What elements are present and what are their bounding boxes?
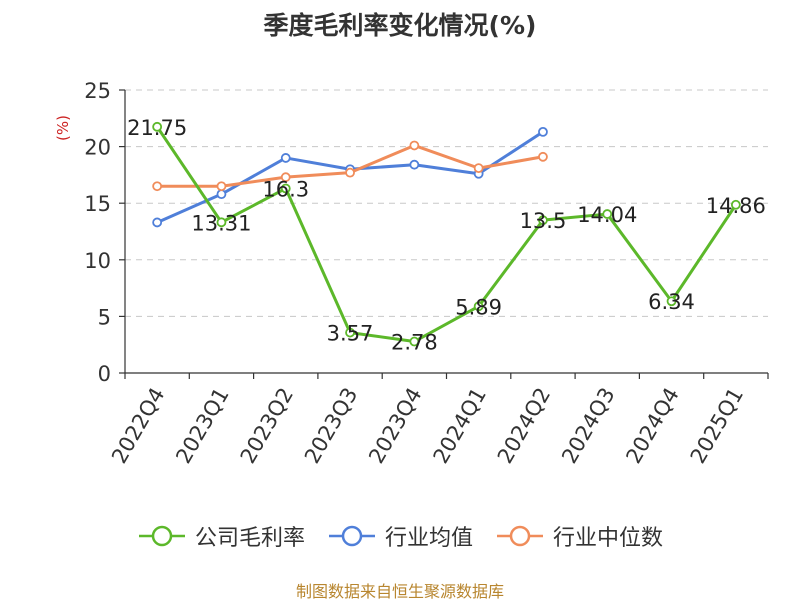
- data-label: 13.31: [191, 211, 251, 235]
- data-point: [538, 126, 548, 137]
- data-point: [152, 181, 163, 192]
- legend-label: 行业均值: [384, 526, 473, 551]
- data-point: [345, 167, 355, 178]
- y-axis-label: (%): [54, 115, 72, 141]
- data-point: [345, 327, 355, 338]
- data-label: 14.86: [706, 194, 766, 218]
- chart-title: 季度毛利率变化情况(%): [263, 11, 537, 40]
- x-tick-label: 2023Q3: [300, 384, 362, 468]
- data-point: [409, 336, 420, 347]
- data-point: [409, 140, 420, 151]
- data-point: [216, 189, 227, 200]
- data-point: [216, 181, 227, 192]
- x-tick-label: 2023Q4: [364, 384, 426, 468]
- data-point: [152, 217, 163, 228]
- label-layer: 21.75 13.31 16.3 3.57 2.78 5.89 13.5 14.04 6.34 1…: [127, 116, 766, 355]
- data-label: 21.75: [127, 116, 187, 140]
- data-label: 3.57: [327, 322, 374, 346]
- data-point: [152, 121, 163, 132]
- data-label: 16.3: [262, 177, 309, 201]
- legend-item[interactable]: 行业均值: [327, 520, 473, 552]
- x-tick-label: 2022Q4: [107, 384, 169, 468]
- data-point: [538, 215, 548, 226]
- legend-label: 行业中位数: [553, 526, 664, 551]
- data-point: [473, 163, 484, 174]
- grid-layer: [125, 89, 768, 317]
- data-label: 6.34: [648, 290, 695, 314]
- y-tick-label: 20: [84, 136, 111, 160]
- data-label: 14.04: [577, 203, 637, 227]
- series-layer: [152, 121, 741, 347]
- x-tick-label: 2023Q1: [171, 384, 233, 468]
- data-label: 2.78: [391, 331, 438, 355]
- x-tick-label: 2025Q1: [686, 384, 748, 468]
- data-point: [280, 183, 291, 194]
- x-tick-label: 2024Q3: [557, 384, 619, 468]
- series-line: [155, 125, 738, 344]
- data-point: [280, 153, 291, 163]
- y-tick-label: 25: [84, 79, 111, 103]
- data-label: 5.89: [455, 295, 502, 319]
- data-point: [409, 159, 420, 170]
- y-tick-label: 0: [98, 362, 111, 386]
- data-point: [730, 199, 741, 210]
- x-tick-label: 2024Q2: [493, 384, 555, 468]
- x-tick-label: 2024Q1: [429, 384, 491, 468]
- data-point: [602, 209, 613, 219]
- source-footer: 制图数据来自恒生聚源数据库: [295, 582, 504, 601]
- legend-item[interactable]: 公司毛利率: [137, 520, 305, 552]
- legend: 公司毛利率 行业均值 行业中位数: [0, 520, 800, 552]
- x-tick-label: 2024Q4: [621, 384, 683, 468]
- x-tick-label: 2023Q2: [236, 384, 298, 468]
- y-tick-label: 10: [84, 249, 111, 273]
- data-point: [666, 296, 677, 307]
- legend-item[interactable]: 行业中位数: [495, 520, 663, 552]
- legend-marker-icon: [328, 525, 375, 547]
- data-label: 13.5: [520, 209, 567, 233]
- data-point: [216, 217, 227, 228]
- legend-marker-icon: [138, 525, 185, 547]
- legend-label: 公司毛利率: [194, 526, 305, 551]
- y-tick-label: 5: [98, 305, 111, 329]
- y-tick-label: 15: [84, 192, 111, 216]
- legend-marker-icon: [497, 525, 543, 547]
- data-point: [538, 151, 548, 162]
- data-point: [280, 172, 291, 183]
- data-point: [473, 301, 484, 312]
